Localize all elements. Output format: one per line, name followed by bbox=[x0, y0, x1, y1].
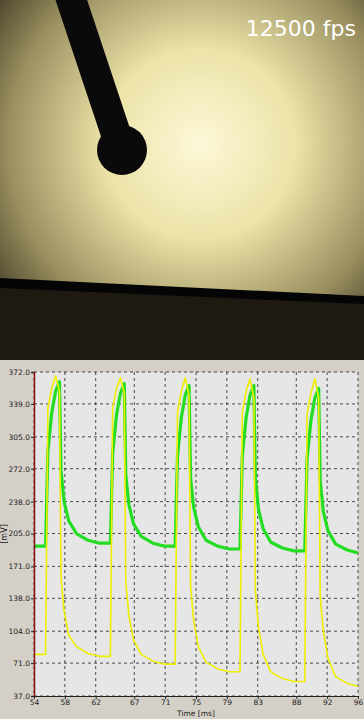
y-tick-label: 205.0 bbox=[9, 529, 31, 538]
y-tick-mark bbox=[31, 502, 34, 503]
series-group bbox=[34, 376, 358, 686]
y-tick-mark bbox=[31, 663, 34, 664]
y-tick: 272.0 bbox=[9, 465, 34, 474]
y-tick-mark bbox=[31, 696, 34, 697]
x-tick-label: 62 bbox=[91, 698, 101, 707]
y-tick-mark bbox=[31, 372, 34, 373]
probe-rod bbox=[68, 0, 118, 140]
x-tick: 88 bbox=[292, 696, 302, 707]
y-tick-label: 238.0 bbox=[9, 498, 31, 507]
grid bbox=[34, 372, 358, 696]
x-tick-label: 88 bbox=[292, 698, 302, 707]
photo: 12500 fps bbox=[0, 0, 364, 360]
x-axis-title: Time [ms] bbox=[176, 709, 215, 718]
x-tick: 79 bbox=[223, 696, 233, 707]
x-tick: 96 bbox=[354, 696, 364, 707]
grid-line-x bbox=[95, 372, 96, 696]
y-tick-mark bbox=[31, 566, 34, 567]
x-tick: 54 bbox=[30, 696, 40, 707]
grid-line-x bbox=[358, 372, 359, 696]
y-axis: 372.0 339.0 305.0 272.0 238.0 205.0 171.0 138.0… bbox=[9, 368, 35, 701]
x-tick: 58 bbox=[61, 696, 71, 707]
series-line bbox=[34, 376, 358, 686]
y-tick-label: 171.0 bbox=[9, 562, 31, 571]
y-tick-mark bbox=[31, 404, 34, 405]
x-tick: 71 bbox=[161, 696, 171, 707]
y-tick-label: 339.0 bbox=[9, 400, 31, 409]
y-axis-title: [mV] bbox=[0, 524, 9, 544]
x-tick-label: 67 bbox=[130, 698, 140, 707]
grid-line-y bbox=[34, 598, 358, 599]
y-tick-label: 305.0 bbox=[9, 433, 31, 442]
y-tick-mark bbox=[31, 598, 34, 599]
x-tick: 62 bbox=[91, 696, 101, 707]
y-tick: 372.0 bbox=[9, 368, 34, 377]
x-tick-label: 71 bbox=[161, 698, 171, 707]
y-tick: 171.0 bbox=[9, 562, 34, 571]
grid-line-x bbox=[64, 372, 65, 696]
x-tick: 92 bbox=[323, 696, 333, 707]
y-tick: 104.0 bbox=[9, 627, 34, 636]
grid-line-x bbox=[165, 372, 166, 696]
y-tick-mark bbox=[31, 631, 34, 632]
plot-area bbox=[34, 372, 358, 696]
grid-line-y bbox=[34, 533, 358, 534]
x-tick-label: 96 bbox=[354, 698, 364, 707]
grid-line-x bbox=[296, 372, 297, 696]
chart-background bbox=[0, 360, 364, 719]
grid-line-x bbox=[226, 372, 227, 696]
x-tick: 67 bbox=[130, 696, 140, 707]
photo-background bbox=[0, 0, 364, 360]
probe-ball bbox=[97, 125, 147, 175]
y-tick-mark bbox=[31, 469, 34, 470]
y-tick: 339.0 bbox=[9, 400, 34, 409]
y-tick: 238.0 bbox=[9, 498, 34, 507]
x-tick-label: 58 bbox=[61, 698, 71, 707]
y-tick-mark bbox=[31, 534, 34, 535]
y-tick-label: 104.0 bbox=[9, 627, 31, 636]
x-tick-label: 75 bbox=[192, 698, 202, 707]
figure: 12500 fps 372.0 339.0 305.0 272.0 238.0 205.0 1… bbox=[0, 0, 364, 719]
grid-line-y bbox=[34, 501, 358, 502]
grid-line-x bbox=[134, 372, 135, 696]
y-tick: 138.0 bbox=[9, 594, 34, 603]
x-tick-label: 83 bbox=[253, 698, 263, 707]
x-tick-label: 92 bbox=[323, 698, 333, 707]
y-axis-line bbox=[31, 373, 35, 697]
x-tick: 83 bbox=[253, 696, 263, 707]
y-tick-label: 138.0 bbox=[9, 594, 31, 603]
floor-edge bbox=[0, 278, 364, 304]
grid-line-x bbox=[257, 372, 258, 696]
x-tick: 75 bbox=[192, 696, 202, 707]
annotation: 12500 fps bbox=[246, 16, 356, 41]
x-tick-label: 79 bbox=[223, 698, 233, 707]
y-tick-mark bbox=[31, 437, 34, 438]
y-tick: 205.0 bbox=[9, 529, 34, 538]
y-tick-label: 37.0 bbox=[13, 692, 30, 701]
y-tick-label: 272.0 bbox=[9, 465, 31, 474]
x-tick-label: 54 bbox=[30, 698, 40, 707]
x-axis: 54 58 62 67 71 75 79 83 88 92 96 bbox=[30, 696, 364, 707]
y-tick: 305.0 bbox=[9, 433, 34, 442]
grid-line-x bbox=[196, 372, 197, 696]
y-tick-label: 71.0 bbox=[13, 659, 30, 668]
y-tick-label: 372.0 bbox=[9, 368, 31, 377]
y-tick: 71.0 bbox=[13, 659, 34, 668]
series-line bbox=[34, 382, 358, 553]
